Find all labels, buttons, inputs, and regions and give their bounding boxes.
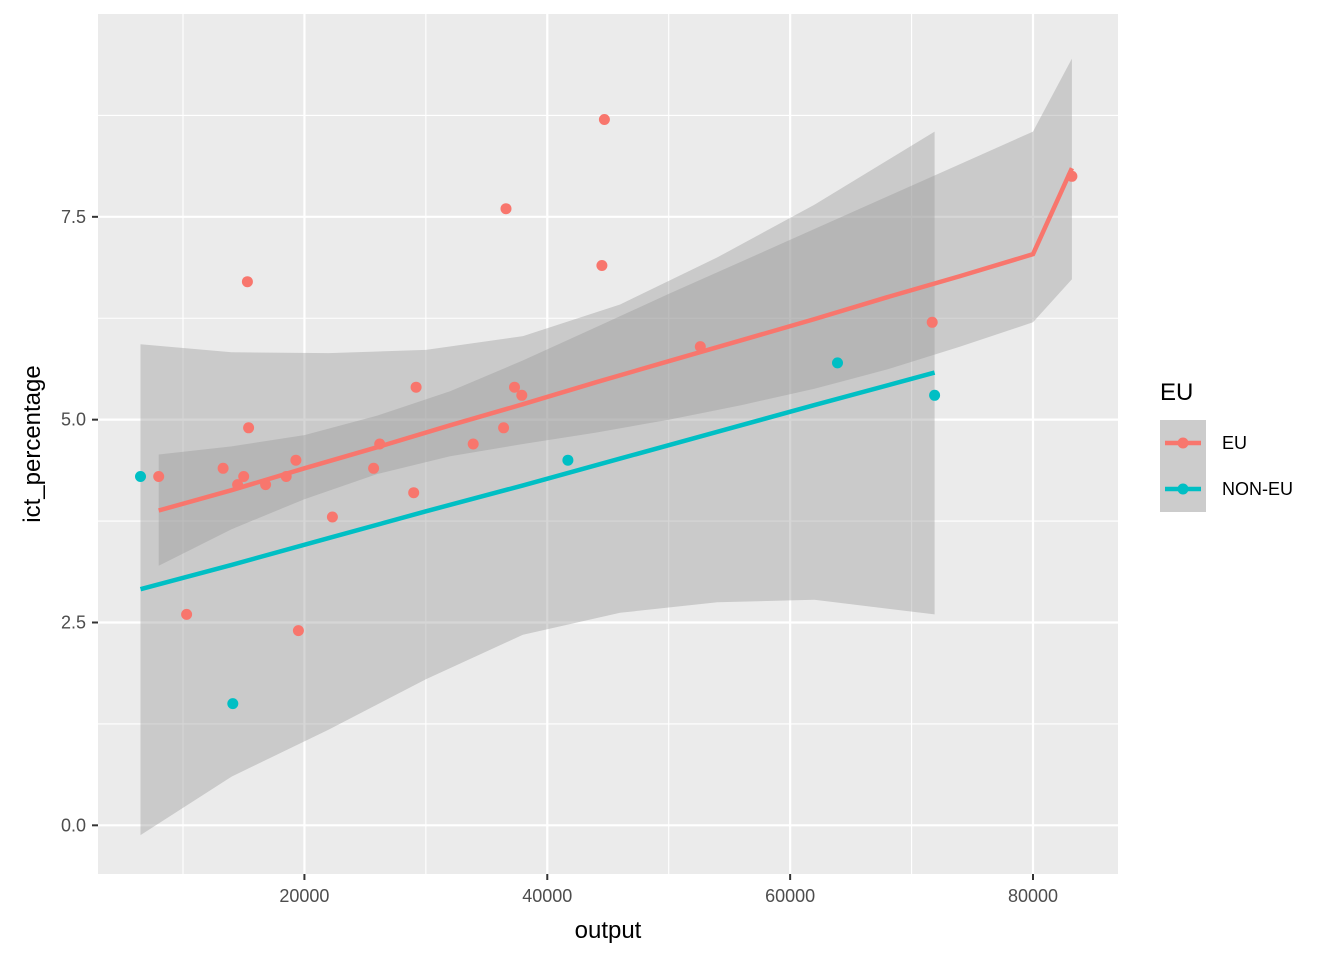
fit-lines — [139, 167, 1074, 592]
point-non-eu — [929, 389, 941, 401]
x-axis: 20000 40000 60000 80000 — [279, 874, 1058, 906]
plot-panel — [98, 14, 1118, 874]
point-non-eu — [562, 454, 574, 466]
point-eu — [368, 462, 380, 474]
y-axis: 0.0 2.5 5.0 7.5 — [61, 207, 98, 835]
point-eu — [292, 625, 304, 637]
legend-keys: EU NON-EU — [1160, 420, 1293, 512]
x-tick-label: 40000 — [522, 886, 572, 906]
point-non-eu — [135, 471, 146, 482]
y-tick-label: 0.0 — [61, 815, 86, 835]
point-eu — [516, 389, 528, 401]
fit-line-eu — [158, 167, 1074, 513]
point-eu — [217, 462, 229, 474]
y-tick-label: 7.5 — [61, 207, 86, 227]
point-eu — [181, 608, 193, 620]
legend-key-point — [1177, 483, 1189, 495]
point-eu — [280, 471, 292, 482]
point-eu — [326, 511, 338, 523]
point-eu — [374, 438, 386, 450]
point-eu — [500, 203, 512, 215]
point-eu — [153, 471, 165, 482]
legend-title: EU — [1160, 379, 1193, 406]
point-eu — [596, 260, 608, 271]
legend: EU EU NON-EU — [1160, 379, 1293, 512]
x-axis-title: output — [575, 917, 642, 944]
point-eu — [509, 381, 520, 393]
data-points — [135, 114, 1078, 710]
x-tick-label: 20000 — [279, 886, 329, 906]
legend-key-point — [1177, 437, 1189, 449]
grid-major — [98, 14, 1118, 874]
x-tick-label: 80000 — [1008, 886, 1058, 906]
legend-label: EU — [1222, 433, 1247, 453]
point-eu — [926, 316, 938, 328]
point-eu — [498, 422, 510, 434]
legend-label: NON-EU — [1222, 479, 1293, 499]
confidence-ribbon-eu — [158, 58, 1072, 566]
y-axis-title: ict_percentage — [19, 365, 46, 522]
y-tick-label: 5.0 — [61, 410, 86, 430]
point-eu — [290, 454, 302, 466]
point-eu — [232, 479, 244, 491]
point-eu — [408, 487, 420, 499]
point-eu — [598, 114, 610, 125]
point-non-eu — [227, 698, 239, 710]
point-eu — [238, 471, 250, 482]
x-tick-label: 60000 — [765, 886, 815, 906]
point-eu — [410, 381, 422, 393]
point-eu — [694, 341, 706, 353]
point-eu — [467, 438, 479, 450]
point-eu — [241, 276, 253, 288]
fit-line-non-eu — [139, 370, 936, 592]
point-eu — [260, 479, 272, 491]
point-non-eu — [832, 357, 843, 369]
point-eu — [1066, 170, 1078, 182]
point-eu — [243, 422, 255, 434]
y-tick-label: 2.5 — [61, 612, 86, 632]
